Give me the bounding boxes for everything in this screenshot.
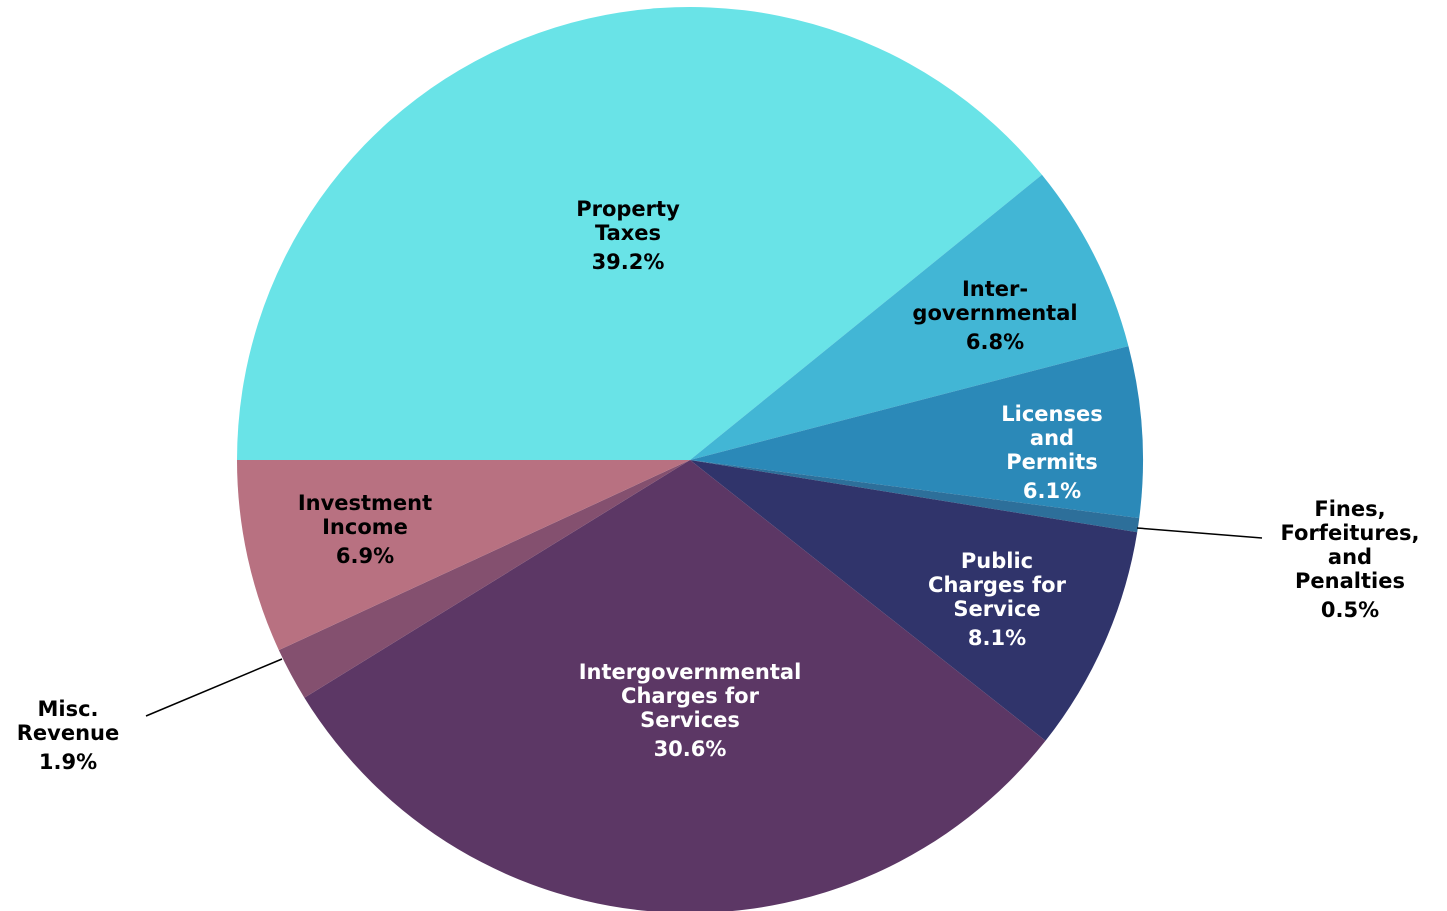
- pie-slice-6: [278, 460, 690, 698]
- slice-label-line: Revenue: [17, 721, 120, 745]
- slice-percent-label: 39.2%: [592, 250, 665, 274]
- slice-label-line: Income: [322, 515, 408, 539]
- slice-percent-label: 8.1%: [968, 626, 1026, 650]
- slice-label-line: Permits: [1006, 450, 1098, 474]
- slice-label-line: Charges for: [621, 684, 760, 708]
- slice-percent-label: 6.1%: [1023, 479, 1081, 503]
- slice-label-line: governmental: [912, 301, 1077, 325]
- slice-percent-label: 0.5%: [1321, 598, 1379, 622]
- pie-slice-1: [690, 174, 1129, 461]
- slices-layer: [237, 7, 1143, 911]
- slice-label-line: Licenses: [1001, 402, 1102, 426]
- slice-percent-label: 6.9%: [336, 544, 394, 568]
- pie-slice-4: [690, 460, 1138, 741]
- slice-label-line: Forfeitures,: [1281, 521, 1420, 545]
- pie-slice-0: [237, 7, 1042, 460]
- leader-line-6: [145, 658, 283, 717]
- slice-label-line: Penalties: [1295, 569, 1405, 593]
- pie-slice-2: [690, 346, 1143, 519]
- slice-percent-label: 1.9%: [39, 750, 97, 774]
- slice-label-line: Fines,: [1314, 497, 1385, 521]
- leader-line-3: [1136, 527, 1263, 539]
- slice-label-1: Inter-governmental 6.8%: [912, 277, 1077, 354]
- slice-label-line: Services: [640, 708, 740, 732]
- slice-label-6: Misc.Revenue 1.9%: [17, 697, 120, 774]
- slice-percent-label: 6.8%: [966, 330, 1024, 354]
- slice-label-line: Service: [953, 597, 1040, 621]
- pie-slice-7: [237, 460, 690, 651]
- slice-percent-label: 30.6%: [654, 737, 727, 761]
- pie-slice-3: [690, 460, 1140, 533]
- slice-label-line: Property: [576, 197, 680, 221]
- slice-label-line: and: [1030, 426, 1074, 450]
- slice-label-line: Misc.: [37, 697, 98, 721]
- slice-label-line: and: [1328, 545, 1372, 569]
- slice-label-line: Public: [961, 549, 1033, 573]
- slice-label-line: Charges for: [928, 573, 1067, 597]
- pie-slice-5: [304, 460, 1046, 911]
- slice-label-line: Taxes: [595, 221, 661, 245]
- slice-label-line: Inter-: [962, 277, 1028, 301]
- leader-lines-layer: [145, 527, 1263, 717]
- slice-label-line: Intergovernmental: [579, 660, 802, 684]
- slice-label-line: Investment: [298, 491, 432, 515]
